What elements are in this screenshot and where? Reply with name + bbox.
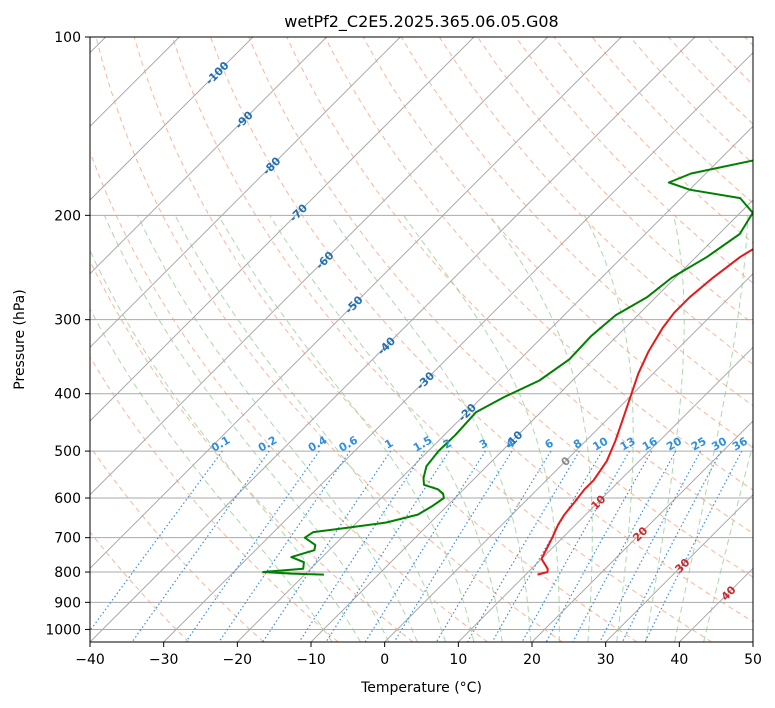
sounding-series (262, 159, 753, 576)
temperature-line (537, 248, 753, 576)
x-tick-label: 50 (744, 652, 762, 668)
moist-adiabat-line (330, 215, 532, 642)
dry-adiabat-line (248, 37, 753, 578)
moist-adiabat-line (103, 215, 390, 642)
mixing-ratio-line (572, 450, 677, 642)
isotherm-line (90, 37, 696, 642)
isotherm-line (384, 272, 753, 642)
mixing-ratio-line (599, 450, 702, 642)
y-tick-label: 700 (54, 531, 81, 547)
x-tick-label: 10 (449, 652, 467, 668)
moist-adiabat-line (489, 215, 593, 642)
x-tick-label: −10 (296, 652, 326, 668)
isotherm-line (531, 420, 753, 642)
mixing-ratio-line (644, 450, 743, 642)
x-tick-label: 40 (670, 652, 688, 668)
dry-adiabat-line (210, 37, 753, 623)
moist-adiabat-line (90, 249, 362, 642)
dry-adiabat-line (400, 37, 753, 407)
mixing-ratio-line (90, 450, 223, 632)
isotherm-line (310, 199, 753, 642)
isotherm-line (457, 346, 753, 642)
mixing-ratio-line (393, 450, 513, 642)
isotherm-line (605, 493, 753, 642)
dry-adiabat-line (706, 37, 753, 86)
dry-adiabat-line (438, 37, 753, 366)
x-axis-label: Temperature (°C) (360, 680, 482, 696)
isotherm-label: -80 (260, 154, 283, 177)
line-labels: -100-90-80-70-60-50-40-30-20-10010203040… (203, 59, 750, 604)
y-axis-label: Pressure (hPa) (12, 289, 28, 389)
isotherm-line (90, 37, 549, 496)
chart-title: wetPf2_C2E5.2025.365.06.05.G08 (284, 12, 558, 32)
moist-adiabat-line (174, 215, 446, 642)
y-tick-label: 500 (54, 444, 81, 460)
mixing-ratio-line (298, 450, 425, 642)
moist-adiabat-line (645, 215, 685, 642)
dry-adiabat-line (90, 150, 488, 642)
mixing-ratio-label: 3 (477, 437, 490, 452)
y-tick-label: 600 (54, 491, 81, 507)
isotherm-line (163, 51, 753, 642)
x-tick-label: 0 (380, 652, 389, 668)
y-axis: 100 200 300 400 500 600 700 800 900 1000 (45, 30, 90, 638)
x-tick-label: −30 (149, 652, 179, 668)
isotherm-line (752, 641, 753, 642)
plot-frame (89, 36, 754, 643)
moist-adiabat-line (269, 215, 503, 642)
isotherm-line (90, 37, 622, 570)
mixing-ratio-line (364, 450, 486, 642)
dry-adiabat-line (90, 445, 264, 642)
x-tick-label: −20 (223, 652, 253, 668)
dewpoint-line (262, 159, 753, 576)
mixing-ratio-line (131, 450, 270, 642)
dry-adiabat-line (90, 531, 190, 642)
dry-adiabat-line (90, 356, 339, 642)
mixing-ratio-line (325, 450, 450, 642)
dry-adiabat-line (744, 37, 753, 47)
x-tick-label: 30 (597, 652, 615, 668)
isotherm-label: -90 (233, 108, 256, 131)
moist-adiabat-line (583, 215, 634, 642)
isotherm-line (90, 37, 254, 201)
mixing-ratio-line (185, 450, 320, 642)
moist-adiabat-line (403, 215, 560, 642)
y-tick-label: 100 (54, 30, 81, 46)
isotherm-line (90, 37, 475, 422)
y-tick-label: 1000 (45, 622, 81, 638)
dry-adiabat-line (90, 259, 414, 642)
x-tick-label: −40 (75, 652, 105, 668)
moist-adiabat-line (218, 215, 475, 642)
isotherm-line (90, 37, 401, 349)
y-tick-label: 400 (54, 387, 81, 403)
x-tick-label: 20 (523, 652, 541, 668)
moist-adiabat-line (674, 215, 749, 642)
isotherm-line (236, 125, 753, 642)
mixing-ratio-line (621, 450, 722, 642)
y-tick-label: 900 (54, 595, 81, 611)
isotherm-label: -100 (203, 59, 232, 88)
dry-adiabat-line (171, 37, 712, 642)
mixing-ratio-line (491, 450, 603, 642)
y-tick-label: 200 (54, 208, 81, 224)
mixing-ratio-line (545, 450, 653, 642)
y-tick-label: 800 (54, 565, 81, 581)
mixing-ratio-line (466, 450, 580, 642)
y-tick-label: 300 (54, 313, 81, 329)
background-lines (90, 37, 753, 642)
dry-adiabat-line (515, 37, 753, 284)
isotherm-line (90, 37, 328, 275)
moist-adiabat-line (90, 308, 333, 642)
dry-adiabat-line (95, 37, 563, 642)
moist-adiabat-line (703, 441, 753, 642)
mixing-ratio-label: 6 (543, 436, 556, 451)
mixing-ratio-line (521, 450, 631, 642)
mixing-ratio-line (218, 450, 351, 642)
x-axis: −40 −30 −20 −10 0 10 20 30 40 50 (75, 642, 762, 668)
mixing-ratio-line (262, 450, 392, 642)
